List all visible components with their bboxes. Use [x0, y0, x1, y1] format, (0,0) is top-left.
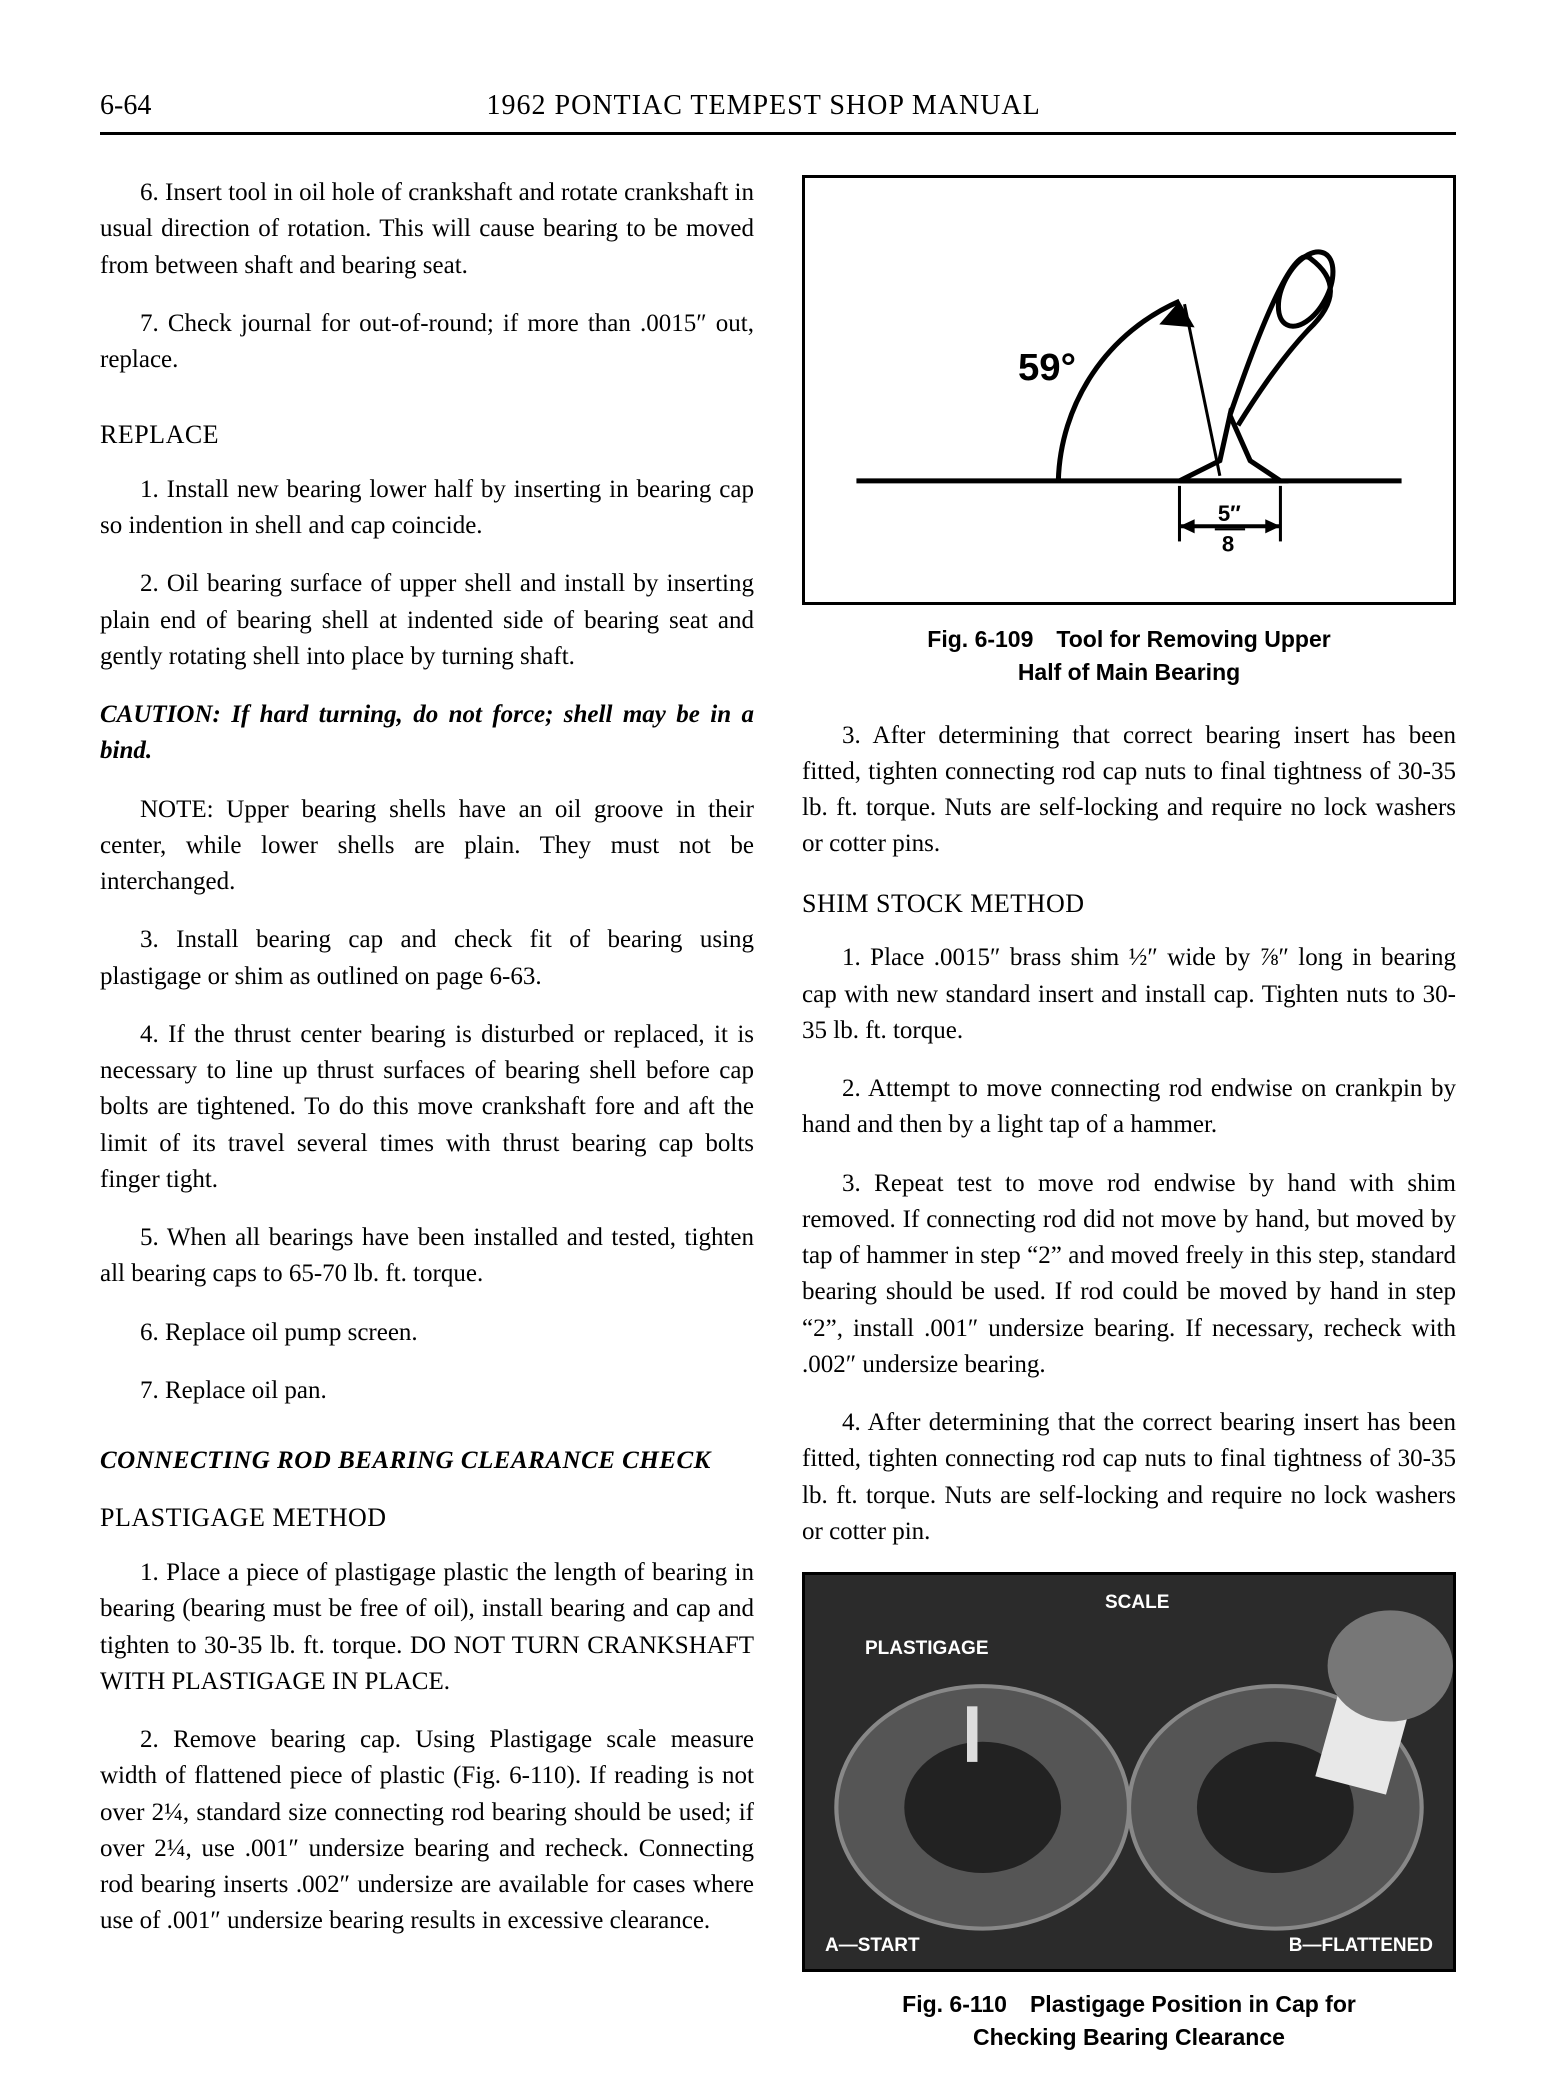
shim-step-3: 3. Repeat test to move rod endwise by ha…: [802, 1166, 1456, 1384]
label-scale: SCALE: [1105, 1589, 1169, 1617]
note-upper-shells: NOTE: Upper bearing shells have an oil g…: [100, 792, 754, 901]
label-a-start: A—START: [825, 1932, 920, 1960]
heading-shim-stock: SHIM STOCK METHOD: [802, 885, 1456, 923]
dim-label-top: 5″: [1218, 501, 1241, 526]
replace-step-4: 4. If the thrust center bearing is distu…: [100, 1017, 754, 1198]
fig109-caption-line2: Half of Main Bearing: [1018, 659, 1240, 685]
right-column: 59° 5″ 8 Fig. 6-109 Tool for Removing Up…: [802, 175, 1456, 2083]
angle-label: 59°: [1018, 346, 1076, 389]
shim-step-1: 1. Place .0015″ brass shim ½″ wide by ⅞″…: [802, 940, 1456, 1049]
figure-6-109-caption: Fig. 6-109 Tool for Removing Upper Half …: [802, 623, 1456, 690]
plastigage-step-1: 1. Place a piece of plastigage plastic t…: [100, 1555, 754, 1700]
manual-page: 6-64 1962 PONTIAC TEMPEST SHOP MANUAL 6.…: [0, 0, 1556, 2089]
dim-label-bottom: 8: [1222, 532, 1234, 557]
shim-step-2: 2. Attempt to move connecting rod endwis…: [802, 1071, 1456, 1144]
replace-step-6: 6. Replace oil pump screen.: [100, 1315, 754, 1351]
page-number: 6-64: [100, 90, 151, 122]
tool-diagram-svg: 59° 5″ 8: [805, 178, 1453, 602]
header-rule: [100, 132, 1456, 135]
figure-6-109-diagram: 59° 5″ 8: [802, 175, 1456, 605]
replace-step-3: 3. Install bearing cap and check fit of …: [100, 922, 754, 995]
heading-plastigage: PLASTIGAGE METHOD: [100, 1499, 754, 1537]
replace-step-1: 1. Install new bearing lower half by ins…: [100, 472, 754, 545]
left-column: 6. Insert tool in oil hole of crankshaft…: [100, 175, 754, 2083]
label-b-flattened: B—FLATTENED: [1289, 1932, 1433, 1960]
figure-6-110-caption: Fig. 6-110 Plastigage Position in Cap fo…: [802, 1988, 1456, 2055]
heading-replace: REPLACE: [100, 416, 754, 454]
two-column-body: 6. Insert tool in oil hole of crankshaft…: [100, 175, 1456, 2083]
replace-step-5: 5. When all bearings have been installed…: [100, 1220, 754, 1293]
label-plastigage: PLASTIGAGE: [865, 1635, 989, 1663]
replace-step-7: 7. Replace oil pan.: [100, 1373, 754, 1409]
fig110-caption-line1: Fig. 6-110 Plastigage Position in Cap fo…: [902, 1991, 1356, 2017]
shim-step-4: 4. After determining that the correct be…: [802, 1405, 1456, 1550]
page-header: 6-64 1962 PONTIAC TEMPEST SHOP MANUAL: [100, 90, 1456, 128]
plastigage-step-2: 2. Remove bearing cap. Using Plastigage …: [100, 1722, 754, 1940]
step-6-insert-tool: 6. Insert tool in oil hole of crankshaft…: [100, 175, 754, 284]
right-step-3: 3. After determining that correct bearin…: [802, 718, 1456, 863]
heading-connecting-rod: CONNECTING ROD BEARING CLEARANCE CHECK: [100, 1443, 754, 1479]
fig110-caption-line2: Checking Bearing Clearance: [973, 2024, 1285, 2050]
caution-hard-turning: CAUTION: If hard turning, do not force; …: [100, 697, 754, 770]
fig109-caption-line1: Fig. 6-109 Tool for Removing Upper: [927, 626, 1330, 652]
manual-title: 1962 PONTIAC TEMPEST SHOP MANUAL: [151, 90, 1376, 122]
step-7-check-journal: 7. Check journal for out-of-round; if mo…: [100, 306, 754, 379]
figure-6-110-photo: SCALE PLASTIGAGE A—START B—FLATTENED: [802, 1572, 1456, 1972]
replace-step-2: 2. Oil bearing surface of upper shell an…: [100, 566, 754, 675]
